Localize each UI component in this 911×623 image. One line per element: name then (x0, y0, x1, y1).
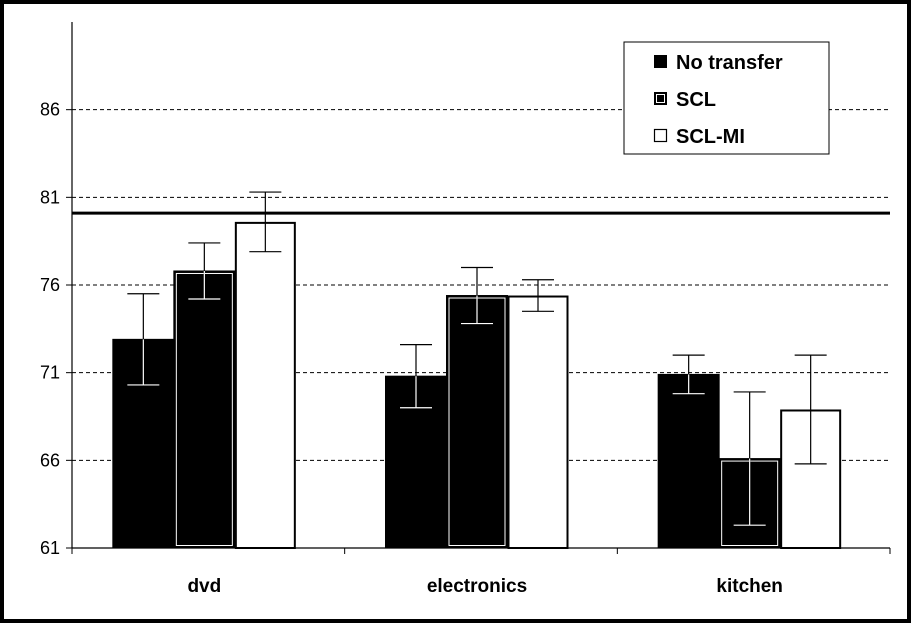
legend-label: SCL (676, 89, 716, 111)
legend-label: SCL-MI (676, 126, 745, 148)
y-tick-label: 86 (40, 100, 60, 120)
y-axis-ticks: 61 66 71 76 81 86 (40, 100, 72, 558)
bar-electronics-scl-mi (507, 279, 569, 549)
y-tick-label: 81 (40, 187, 60, 207)
bars (112, 191, 842, 549)
x-tick-label-kitchen: kitchen (716, 576, 783, 597)
legend-entry-scl: SCL (654, 89, 716, 111)
bar-rect (446, 295, 508, 549)
axes (71, 22, 891, 554)
bar-rect (507, 295, 569, 549)
legend-swatch-outline (656, 94, 665, 103)
legend-swatch (654, 55, 667, 68)
legend-entry-scl-mi: SCL-MI (653, 126, 745, 148)
bar-electronics-no-transfer (385, 344, 447, 549)
bar-rect (173, 270, 236, 549)
x-tick-label-dvd: dvd (187, 576, 221, 597)
bar-kitchen-scl (718, 391, 781, 549)
bar-electronics-scl (446, 266, 508, 549)
x-axis-labels: dvd electronics kitchen (187, 576, 782, 597)
y-tick-label: 71 (40, 363, 60, 383)
bar-dvd-no-transfer (112, 293, 175, 549)
y-tick-label: 61 (40, 538, 60, 558)
legend-swatch (654, 92, 667, 105)
bar-dvd-scl (173, 242, 236, 549)
bar-rect (234, 221, 296, 549)
y-tick-label: 76 (40, 275, 60, 295)
bar-dvd-scl-mi (234, 191, 296, 549)
legend-label: No transfer (676, 52, 783, 74)
x-tick-label-electronics: electronics (427, 576, 527, 597)
bar-rect (657, 373, 720, 549)
bar-kitchen-no-transfer (657, 354, 720, 549)
legend-entry-no-transfer: No transfer (654, 52, 783, 74)
legend: No transfer SCL SCL-MI (623, 41, 830, 155)
y-tick-label: 66 (40, 450, 60, 470)
legend-swatch (653, 128, 668, 143)
